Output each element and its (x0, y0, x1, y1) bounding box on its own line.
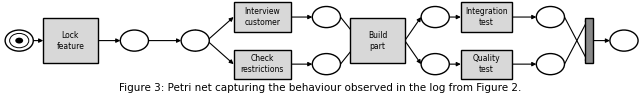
Ellipse shape (5, 30, 33, 51)
Ellipse shape (120, 30, 148, 51)
Ellipse shape (421, 54, 449, 75)
Bar (351, 18, 404, 63)
Ellipse shape (312, 54, 340, 75)
Ellipse shape (536, 7, 564, 28)
Ellipse shape (610, 30, 638, 51)
Text: Figure 3: Petri net capturing the behaviour observed in the log from Figure 2.: Figure 3: Petri net capturing the behavi… (119, 83, 521, 93)
Text: Quality
test: Quality test (472, 54, 500, 74)
Text: Integration
test: Integration test (465, 7, 508, 27)
Text: Interview
customer: Interview customer (244, 7, 280, 27)
Ellipse shape (536, 54, 564, 75)
Bar (44, 18, 98, 63)
Text: Build
part: Build part (368, 30, 387, 51)
Ellipse shape (421, 7, 449, 28)
Ellipse shape (181, 30, 209, 51)
Text: Lock
feature: Lock feature (56, 30, 84, 51)
Bar (234, 50, 291, 79)
Text: Check
restrictions: Check restrictions (241, 54, 284, 74)
Bar (234, 2, 291, 32)
Bar (585, 18, 593, 63)
Bar (461, 50, 512, 79)
Bar (461, 2, 512, 32)
Ellipse shape (10, 33, 29, 48)
Ellipse shape (312, 7, 340, 28)
Ellipse shape (15, 38, 23, 44)
